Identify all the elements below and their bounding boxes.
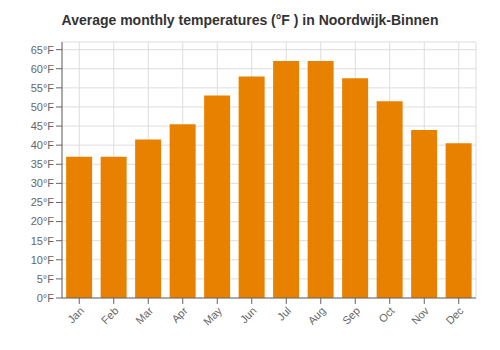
svg-text:0°F: 0°F bbox=[37, 292, 55, 304]
svg-text:55°F: 55°F bbox=[31, 82, 55, 94]
svg-text:5°F: 5°F bbox=[37, 273, 55, 285]
svg-text:50°F: 50°F bbox=[31, 101, 55, 113]
svg-text:Oct: Oct bbox=[376, 304, 397, 325]
svg-text:Sep: Sep bbox=[340, 304, 362, 326]
svg-text:30°F: 30°F bbox=[31, 177, 55, 189]
svg-text:Feb: Feb bbox=[99, 304, 121, 326]
svg-text:Nov: Nov bbox=[409, 304, 432, 327]
svg-text:Jan: Jan bbox=[65, 304, 86, 325]
svg-text:Aug: Aug bbox=[305, 304, 327, 326]
svg-text:10°F: 10°F bbox=[31, 254, 55, 266]
svg-text:65°F: 65°F bbox=[31, 44, 55, 56]
svg-text:35°F: 35°F bbox=[31, 158, 55, 170]
svg-text:Mar: Mar bbox=[133, 304, 155, 326]
svg-text:20°F: 20°F bbox=[31, 215, 55, 227]
svg-text:25°F: 25°F bbox=[31, 196, 55, 208]
html-text:Average monthly temperatures (: Average monthly temperatures (°F ) in No… bbox=[61, 12, 439, 28]
svg-text:Jul: Jul bbox=[275, 304, 293, 322]
svg-text:Dec: Dec bbox=[443, 304, 466, 327]
svg-text:45°F: 45°F bbox=[31, 120, 55, 132]
svg-text:60°F: 60°F bbox=[31, 63, 55, 75]
svg-text:Jun: Jun bbox=[238, 304, 259, 325]
svg-text:40°F: 40°F bbox=[31, 139, 55, 151]
svg-text:May: May bbox=[201, 304, 225, 328]
svg-text:15°F: 15°F bbox=[31, 235, 55, 247]
svg-text:Apr: Apr bbox=[169, 304, 190, 325]
